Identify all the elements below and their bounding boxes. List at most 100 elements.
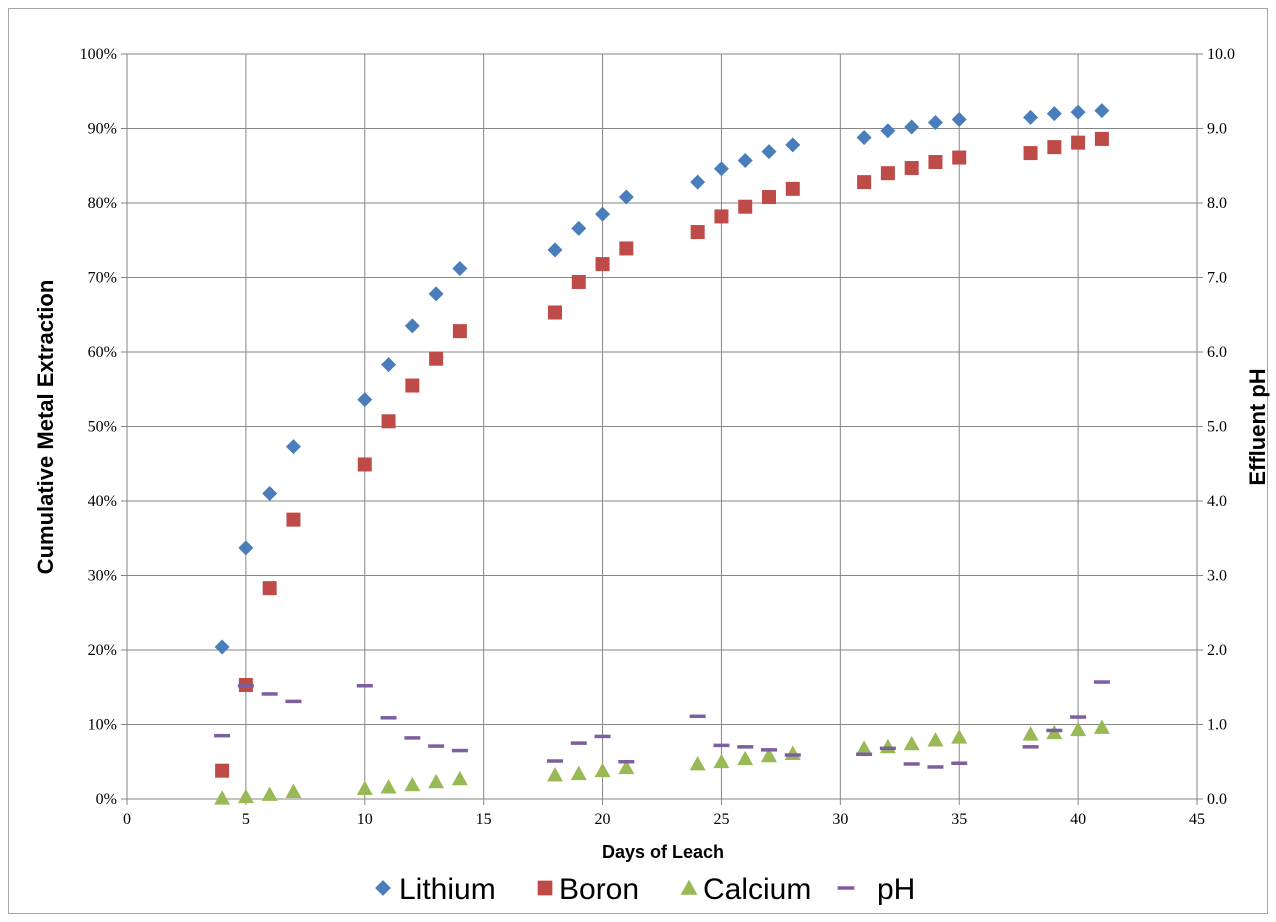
- calcium-point: [927, 732, 944, 747]
- x-tick-label: 5: [242, 811, 250, 828]
- ph-point: [689, 714, 706, 719]
- boron-point: [857, 175, 872, 190]
- lithium-point: [927, 115, 943, 131]
- calcium-point: [261, 786, 278, 801]
- ph-point: [737, 745, 754, 749]
- calcium-point: [879, 738, 896, 754]
- lithium-point: [1094, 103, 1110, 119]
- boron-point: [262, 581, 277, 596]
- calcium-point: [285, 783, 302, 798]
- ph-point: [594, 734, 611, 739]
- ph-point: [1070, 715, 1087, 719]
- y2-tick-label: 3.0: [1207, 568, 1227, 585]
- ph-point: [879, 746, 896, 751]
- boron-point: [357, 457, 372, 472]
- legend: Lithium Boron Calcium pH: [375, 873, 915, 906]
- y2-tick-label: 1.0: [1207, 717, 1227, 734]
- y-tick-label: 60%: [88, 344, 117, 361]
- lithium-point: [262, 486, 278, 502]
- calcium-point: [1070, 721, 1087, 737]
- ph-point: [927, 765, 944, 769]
- calcium-point: [380, 779, 397, 794]
- ph-point: [451, 748, 468, 753]
- lithium-point: [571, 220, 587, 236]
- lithium-point: [547, 242, 563, 258]
- calcium-point: [761, 747, 777, 763]
- calcium-point: [1022, 726, 1039, 741]
- lithium-point: [381, 357, 397, 373]
- y2-tick-label: 2.0: [1207, 642, 1227, 659]
- boron-point: [904, 160, 919, 175]
- boron-point: [619, 241, 634, 256]
- boron-point: [928, 155, 943, 170]
- lithium-point: [951, 112, 967, 128]
- calcium-point: [1093, 719, 1110, 734]
- ph-point: [285, 699, 302, 704]
- calcium-point: [689, 755, 706, 771]
- boron-point: [762, 190, 776, 205]
- lithium-point: [404, 318, 420, 334]
- ph-point: [1046, 728, 1063, 733]
- y-tick-label: 0%: [96, 791, 117, 808]
- lithium-point: [1023, 109, 1039, 125]
- series-calcium: [214, 719, 1110, 805]
- y-tick-label: 40%: [88, 493, 117, 510]
- legend-label-boron: Boron: [559, 873, 639, 906]
- lithium-point: [1070, 104, 1086, 120]
- series-boron: [215, 131, 1109, 778]
- legend-marker-lithium: [375, 880, 391, 896]
- lithium-point: [452, 261, 468, 277]
- boron-point: [1023, 146, 1038, 161]
- y2-tick-label: 10.0: [1207, 46, 1235, 63]
- boron-point: [548, 305, 562, 320]
- ph-point: [404, 736, 421, 740]
- lithium-point: [214, 639, 230, 655]
- y2-tick-label: 7.0: [1207, 270, 1227, 287]
- series-ph: [214, 680, 1110, 769]
- x-tick-label: 15: [476, 811, 492, 828]
- ph-point: [428, 744, 445, 748]
- series-layer: [214, 103, 1110, 805]
- x-tick-label: 0: [123, 811, 131, 828]
- lithium-point: [713, 161, 729, 177]
- boron-point: [215, 763, 230, 778]
- boron-point: [381, 414, 396, 429]
- lithium-point: [904, 119, 920, 135]
- legend-marker-calcium: [680, 879, 698, 895]
- grid-layer: [127, 53, 1197, 799]
- calcium-point: [570, 765, 587, 781]
- y2-tick-label: 5.0: [1207, 419, 1227, 436]
- y-tick-label: 90%: [88, 121, 117, 138]
- y2-tick-label: 6.0: [1207, 344, 1227, 361]
- calcium-point: [356, 780, 373, 795]
- y2-tick-label: 9.0: [1207, 121, 1227, 138]
- x-tick-label: 10: [357, 811, 373, 828]
- boron-point: [429, 351, 444, 366]
- boron-point: [595, 257, 610, 272]
- x-axis-title: Days of Leach: [602, 842, 724, 862]
- ph-point: [547, 759, 563, 763]
- lithium-point: [285, 439, 301, 455]
- calcium-point: [237, 788, 254, 804]
- lithium-point: [357, 392, 373, 408]
- calcium-point: [618, 759, 635, 775]
- ph-point: [761, 748, 777, 752]
- boron-point: [405, 378, 420, 393]
- lithium-point: [856, 129, 872, 145]
- legend-label-lithium: Lithium: [399, 873, 496, 906]
- boron-point: [1047, 140, 1062, 155]
- ph-point: [856, 752, 873, 757]
- y-tick-label: 100%: [80, 46, 117, 63]
- ph-point: [1022, 745, 1039, 749]
- boron-point: [738, 199, 753, 214]
- y2-tick-label: 4.0: [1207, 493, 1227, 510]
- y2-axis-title: Effluent pH: [1245, 368, 1270, 485]
- axis-layer: 0% 10% 20% 30% 40% 50% 60% 70% 80% 90% 100% 0.0 1.0 2…: [80, 46, 1235, 828]
- ph-point: [903, 762, 920, 766]
- boron-point: [452, 324, 467, 339]
- boron-point: [571, 274, 586, 289]
- legend-label-ph: pH: [877, 873, 915, 906]
- y-tick-label: 10%: [88, 717, 117, 734]
- legend-marker-boron: [537, 880, 553, 896]
